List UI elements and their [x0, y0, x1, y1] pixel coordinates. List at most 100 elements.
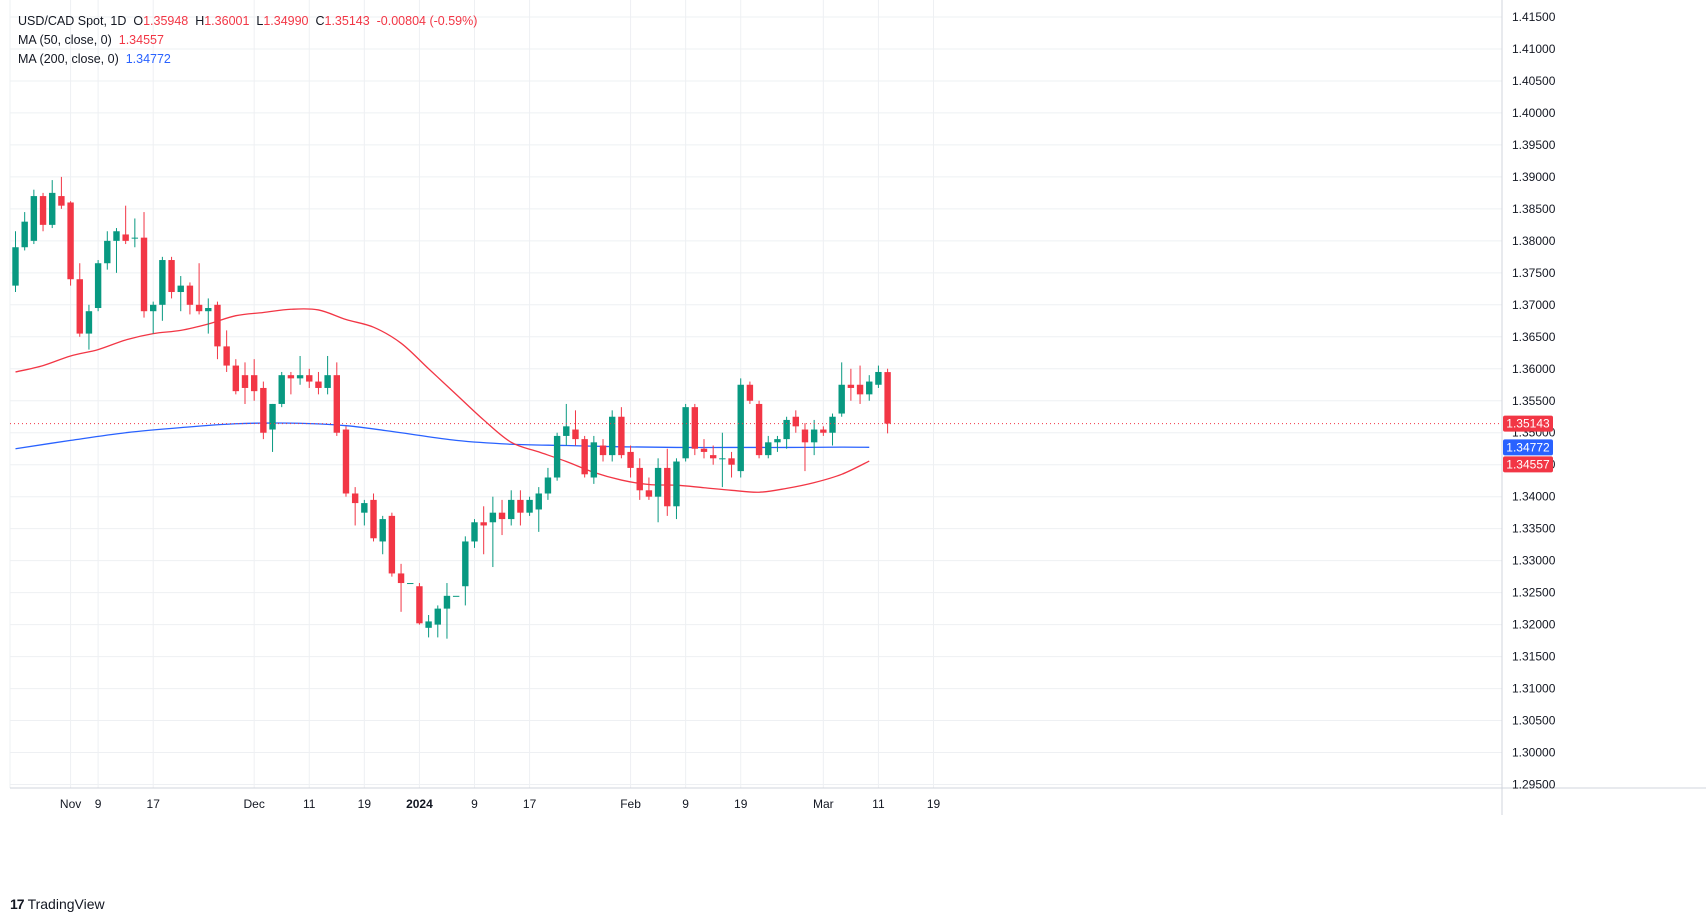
time-tick-label: Dec	[244, 797, 265, 811]
price-tick-label: 1.41500	[1512, 10, 1556, 24]
candle	[67, 201, 74, 286]
price-tick-label: 1.36000	[1512, 362, 1556, 376]
candle-body	[232, 365, 240, 392]
time-tick-label: 19	[734, 797, 748, 811]
tradingview-logo[interactable]: 17 TradingView	[10, 896, 105, 912]
candle-body	[315, 381, 322, 388]
time-tick-label: 9	[471, 797, 478, 811]
time-axis[interactable]: Nov 9 17 Dec 11 19 2024 9 17 Feb 9 19 Mar 11 19	[60, 797, 941, 811]
candle	[847, 368, 855, 401]
candle-body	[434, 608, 441, 625]
candle-body	[278, 375, 285, 404]
candle	[471, 519, 478, 548]
candle	[691, 403, 699, 456]
ma50-series	[15, 308, 870, 493]
candle-body	[856, 384, 864, 395]
price-tag-label: 1.34557	[1506, 457, 1550, 471]
candle	[425, 615, 432, 638]
candle-body	[609, 416, 616, 456]
price-tick-label: 1.40500	[1512, 74, 1556, 88]
candle	[829, 413, 836, 446]
candle-body	[526, 499, 533, 513]
chart-legend: USD/CAD Spot, 1D O1.35948 H1.36001 L1.34…	[18, 12, 477, 69]
legend-change: -0.00804 (-0.59%)	[376, 14, 478, 28]
candle	[581, 435, 588, 478]
candle	[535, 487, 542, 532]
candle	[379, 515, 386, 555]
time-tick-label: 17	[523, 797, 537, 811]
candle-body	[829, 416, 836, 433]
candle	[30, 189, 38, 245]
candle-body	[700, 448, 708, 452]
candle-body	[177, 285, 184, 293]
candle-body	[159, 260, 166, 305]
candle-body	[581, 439, 588, 475]
candle-body	[407, 583, 414, 585]
candle	[737, 378, 744, 478]
ma200-line	[15, 422, 870, 450]
price-axis[interactable]: 1.29500 1.30000 1.30500 1.31000 1.31500 1.320…	[1512, 10, 1556, 792]
candle	[645, 477, 653, 500]
price-tag-label: 1.35143	[1506, 417, 1550, 431]
candle	[792, 410, 799, 433]
candle	[306, 368, 313, 388]
candle-body	[195, 304, 203, 312]
legend-symbol[interactable]: USD/CAD Spot, 1D	[18, 14, 127, 28]
candle-body	[737, 384, 744, 472]
candle-body	[260, 387, 267, 433]
time-tick-label: 11	[303, 797, 316, 811]
candle	[517, 490, 524, 526]
candle-body	[847, 384, 855, 388]
candle-body	[49, 192, 56, 225]
candle-body	[214, 304, 221, 347]
candle-body	[333, 375, 340, 433]
candle-body	[388, 515, 396, 574]
candle	[709, 445, 717, 465]
candle	[278, 371, 285, 408]
candle	[700, 439, 708, 459]
candle	[168, 256, 175, 299]
price-tick-label: 1.41000	[1512, 42, 1556, 56]
candle-body	[223, 346, 230, 366]
price-tag: 1.34557	[1503, 456, 1553, 473]
legend-row-ma50: MA (50, close, 0) 1.34557	[18, 31, 477, 50]
candle	[609, 410, 616, 462]
candle-body	[563, 426, 570, 436]
candle	[544, 467, 552, 500]
candle-body	[783, 419, 790, 440]
candle	[287, 371, 295, 395]
candle-body	[627, 451, 634, 468]
price-tick-label: 1.30500	[1512, 714, 1556, 728]
candle-body	[361, 503, 368, 513]
candle-body	[618, 416, 625, 456]
candle	[480, 506, 487, 555]
candle-body	[168, 260, 175, 293]
candle-body	[673, 461, 680, 507]
candle	[85, 304, 93, 350]
candle-body	[12, 247, 19, 286]
candle	[407, 583, 414, 585]
time-tick-label: 17	[147, 797, 161, 811]
price-tick-label: 1.38500	[1512, 202, 1556, 216]
candle-body	[517, 499, 524, 513]
price-tick-label: 1.35500	[1512, 394, 1556, 408]
candle	[783, 416, 790, 449]
legend-ma50-label[interactable]: MA (50, close, 0)	[18, 33, 112, 47]
candle	[416, 583, 423, 625]
legend-ma200-value: 1.34772	[125, 52, 171, 66]
candle	[269, 403, 276, 452]
price-tick-label: 1.37500	[1512, 266, 1556, 280]
candle	[682, 403, 689, 462]
candle	[342, 426, 350, 497]
candle	[627, 445, 634, 478]
candle	[104, 231, 111, 270]
candle	[728, 451, 735, 478]
candle-body	[774, 439, 781, 443]
price-tag-bg	[1503, 439, 1553, 456]
legend-ma200-label[interactable]: MA (200, close, 0)	[18, 52, 119, 66]
candle-body	[85, 311, 93, 334]
candle-body	[443, 595, 451, 609]
price-tick-label: 1.37000	[1512, 298, 1556, 312]
candle-body	[462, 541, 469, 587]
